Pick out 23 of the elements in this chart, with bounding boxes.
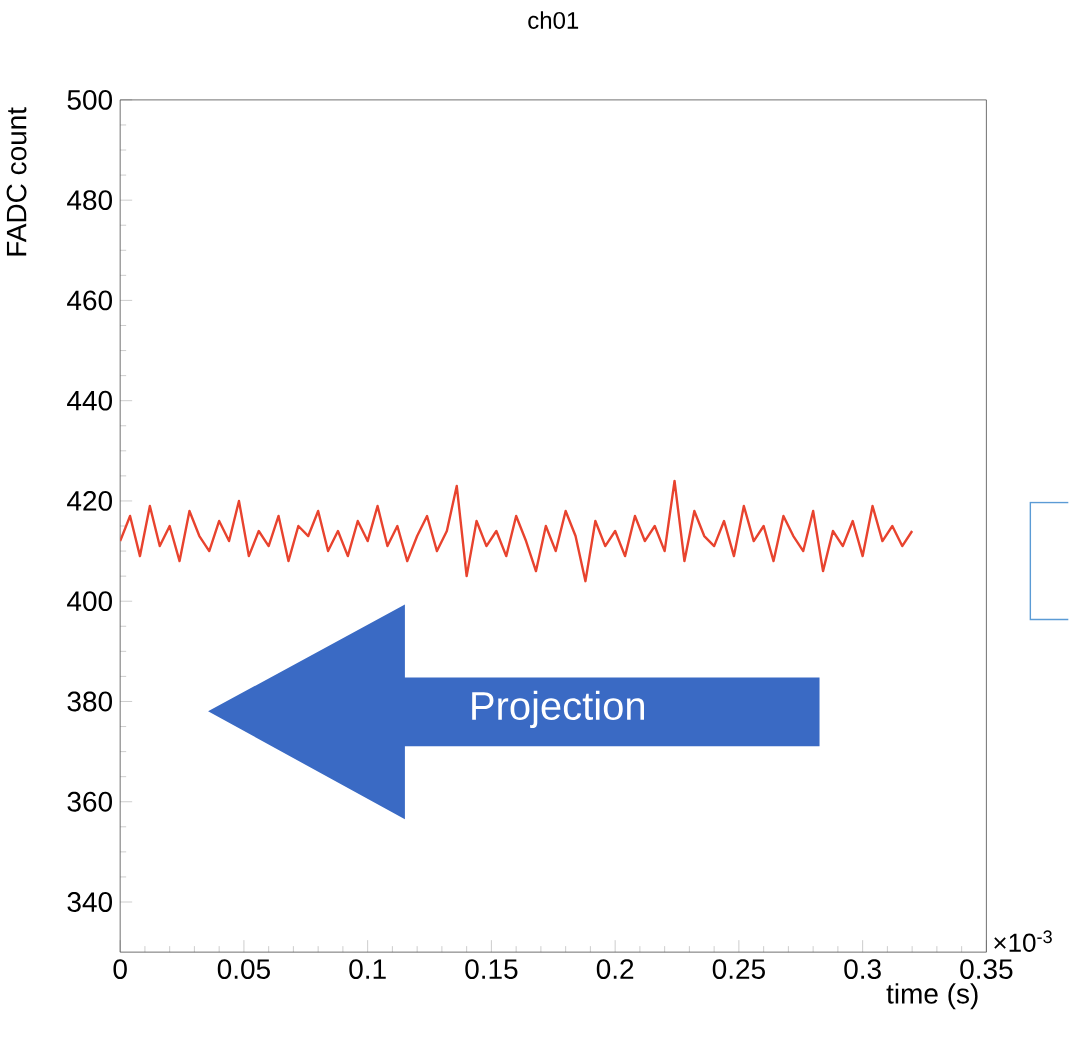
- y-tick-label: 340: [67, 892, 113, 912]
- x-tick-label: 0: [113, 959, 127, 979]
- y-tick-label: 460: [67, 290, 113, 311]
- x-tick-label: 0.05: [217, 959, 270, 979]
- x-tick-label: 0.15: [465, 959, 518, 979]
- annotation: Projection: [472, 690, 644, 728]
- y-tick-label: 500: [67, 89, 113, 110]
- y-tick-label: 480: [67, 190, 113, 211]
- x-axis-title: time (s): [886, 983, 978, 1010]
- x-tick-label: 0.35: [960, 959, 1013, 979]
- x-tick-label: 0.3: [844, 959, 881, 979]
- chart-title: ch01: [528, 11, 579, 29]
- y-tick-label: 360: [67, 791, 113, 812]
- x-tick-label: 0.2: [596, 959, 634, 979]
- x-tick-label: 0.1: [349, 959, 386, 979]
- y-axis-title: FADC count: [6, 107, 27, 256]
- line-series: [120, 479, 914, 583]
- y-tick-label: 420: [67, 491, 113, 511]
- y-tick-label: 440: [67, 390, 113, 411]
- y-tick-label: 400: [67, 591, 113, 612]
- y-tick-label: 380: [67, 691, 113, 712]
- x-tick-label: 0.25: [712, 959, 765, 979]
- text: ×10$^{-3}$: [994, 930, 1052, 952]
